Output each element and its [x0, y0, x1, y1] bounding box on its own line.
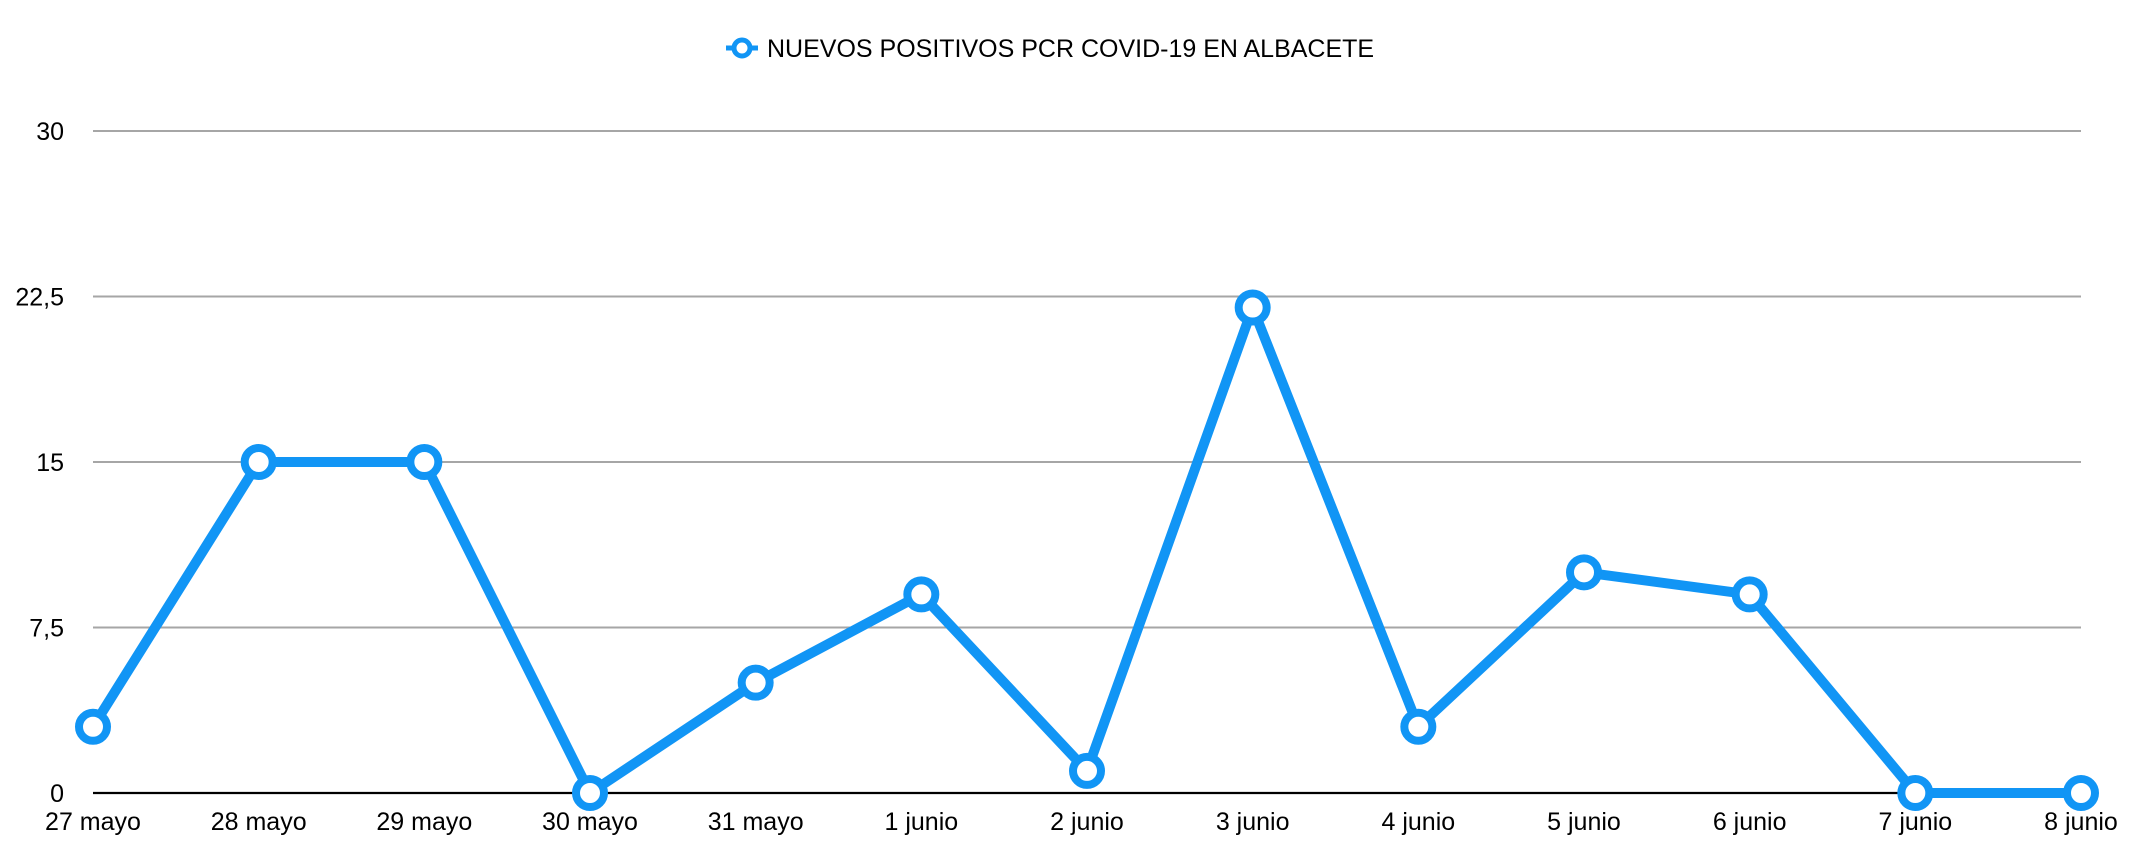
- x-tick-label: 8 junio: [2044, 808, 2118, 836]
- y-axis: 0 7,5 15 22,5 30: [15, 118, 64, 808]
- x-tick-label: 27 mayo: [45, 808, 141, 836]
- data-point-marker: [406, 444, 443, 480]
- legend-label: NUEVOS POSITIVOS PCR COVID-19 EN ALBACET…: [767, 35, 1374, 63]
- data-point-marker: [1897, 775, 1934, 811]
- data-point-marker: [1566, 554, 1602, 591]
- x-tick-label: 28 mayo: [211, 808, 307, 836]
- data-point-marker: [75, 708, 111, 745]
- y-tick-label: 22,5: [15, 284, 64, 312]
- data-point-marker: [1069, 752, 1105, 789]
- data-point-marker: [240, 444, 277, 480]
- series-line: [88, 302, 2086, 798]
- legend: NUEVOS POSITIVOS PCR COVID-19 EN ALBACET…: [726, 35, 1374, 63]
- legend-marker-icon: [731, 37, 753, 59]
- x-tick-label: 5 junio: [1547, 808, 1621, 836]
- x-tick-label: 29 mayo: [376, 808, 472, 836]
- data-point-marker: [1400, 708, 1437, 745]
- x-tick-label: 6 junio: [1713, 808, 1787, 836]
- y-tick-label: 15: [36, 449, 64, 477]
- y-tick-label: 30: [36, 118, 64, 146]
- y-tick-label: 0: [50, 780, 64, 808]
- x-tick-label: 7 junio: [1878, 808, 1952, 836]
- x-tick-label: 2 junio: [1050, 808, 1124, 836]
- x-tick-label: 4 junio: [1381, 808, 1455, 836]
- data-point-marker: [903, 576, 940, 613]
- x-tick-label: 30 mayo: [542, 808, 638, 836]
- x-tick-label: 1 junio: [884, 808, 958, 836]
- data-point-marker: [2063, 775, 2099, 811]
- x-tick-label: 3 junio: [1216, 808, 1290, 836]
- y-tick-label: 7,5: [29, 615, 64, 643]
- data-point-marker: [737, 664, 774, 701]
- data-point-marker: [1731, 576, 1768, 613]
- x-tick-label: 31 mayo: [708, 808, 804, 836]
- data-point-marker: [572, 775, 608, 811]
- data-point-marker: [1234, 289, 1271, 326]
- series-layer: [75, 289, 2099, 811]
- x-axis: 27 mayo 28 mayo 29 mayo 30 mayo 31 mayo 1 jun…: [45, 808, 2118, 836]
